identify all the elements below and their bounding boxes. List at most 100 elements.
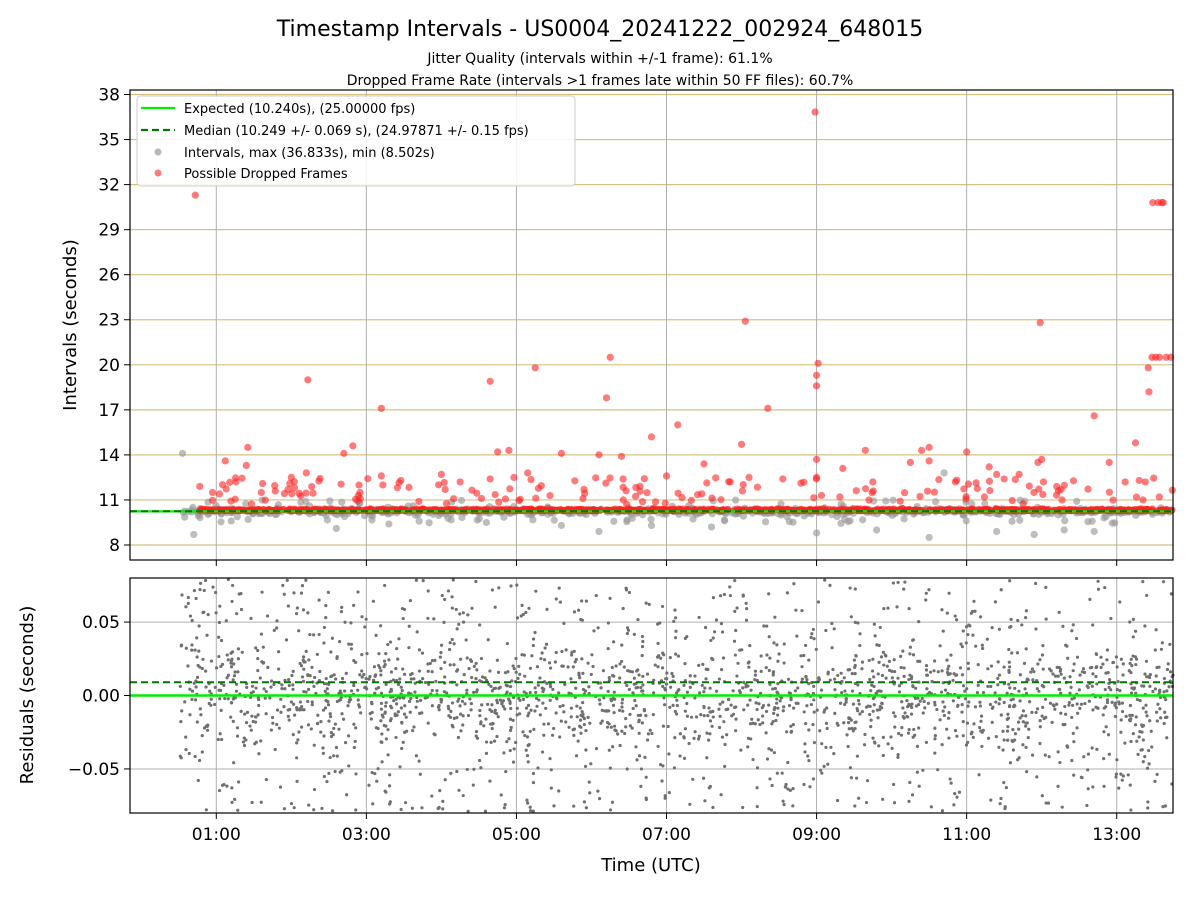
residual-point: [218, 604, 222, 608]
residual-point: [663, 703, 667, 707]
residual-point: [1099, 655, 1103, 659]
residual-point: [328, 712, 332, 716]
residual-point: [484, 717, 488, 721]
residual-point: [862, 743, 867, 747]
residual-point: [720, 735, 725, 739]
residual-point: [496, 670, 501, 674]
residual-point: [414, 705, 418, 709]
residual-point: [734, 628, 738, 633]
residual-point: [1070, 715, 1074, 720]
residual-point: [729, 703, 733, 707]
residual-point: [233, 670, 237, 674]
residual-point: [878, 625, 882, 630]
residual-point: [793, 689, 797, 693]
residual-point: [621, 606, 625, 611]
residual-point: [1129, 717, 1133, 721]
residual-point: [1083, 701, 1087, 706]
dropped-frame-point: [839, 464, 847, 473]
residual-point: [307, 658, 311, 662]
residual-point: [455, 716, 459, 720]
dropped-frame-point: [662, 472, 671, 480]
residual-point: [791, 723, 795, 727]
residual-point: [740, 648, 744, 652]
residual-point: [1154, 628, 1158, 632]
residual-point: [521, 730, 525, 734]
interval-point: [297, 498, 305, 506]
residual-point: [399, 706, 403, 710]
residual-point: [860, 710, 864, 714]
residual-point: [293, 713, 297, 717]
residual-point: [753, 673, 758, 677]
residual-point: [437, 703, 441, 708]
residual-point: [540, 651, 544, 655]
residual-point: [636, 668, 640, 672]
residual-point: [426, 721, 430, 725]
residual-point: [882, 606, 886, 611]
residual-point: [332, 673, 336, 677]
dropped-frame-point: [442, 499, 450, 508]
residual-point: [490, 709, 494, 713]
residual-point: [941, 629, 945, 633]
residual-point: [383, 789, 387, 793]
residual-point: [773, 686, 777, 691]
residual-point: [518, 712, 522, 716]
residual-point: [741, 593, 745, 597]
residual-point: [973, 609, 977, 613]
residual-point: [726, 707, 730, 711]
residual-point: [951, 678, 955, 683]
residual-point: [1134, 657, 1139, 661]
x-axis-label: Time (UTC): [600, 855, 701, 876]
residual-point: [826, 762, 830, 766]
residual-point: [949, 781, 953, 785]
dropped-frame-point: [364, 475, 372, 483]
residual-point: [688, 674, 692, 678]
residual-point: [1059, 672, 1063, 676]
interval-point: [647, 521, 656, 530]
residual-point: [271, 721, 275, 725]
residual-point: [717, 725, 722, 730]
residual-point: [930, 679, 934, 684]
residual-point: [511, 664, 515, 668]
dropped-frame-point: [553, 506, 561, 514]
residual-point: [245, 685, 249, 689]
interval-point: [889, 496, 897, 504]
dropped-frame-point: [486, 377, 494, 385]
residual-point: [963, 697, 968, 701]
residual-point: [552, 804, 556, 808]
residual-point: [1041, 644, 1045, 648]
residual-point: [190, 697, 194, 702]
residual-point: [947, 591, 951, 595]
residual-point: [592, 629, 596, 633]
residual-point: [835, 798, 840, 803]
residual-point: [851, 702, 855, 706]
residual-point: [674, 629, 678, 633]
residual-point: [399, 807, 403, 812]
residual-point: [407, 624, 411, 628]
residual-point: [1024, 609, 1029, 613]
residual-point: [1115, 758, 1119, 762]
residual-point: [195, 675, 200, 680]
residual-point: [1121, 774, 1125, 778]
residual-point: [640, 721, 644, 725]
residual-point: [942, 713, 946, 718]
residual-point: [804, 674, 808, 679]
residual-point: [960, 710, 964, 714]
residual-point: [560, 649, 564, 654]
residual-point: [1094, 705, 1098, 709]
residual-point: [333, 722, 337, 726]
residual-point: [1162, 690, 1166, 694]
dropped-frame-point: [1144, 364, 1152, 372]
residual-point: [1159, 647, 1163, 651]
residual-point: [220, 737, 224, 742]
residual-point: [186, 595, 190, 600]
residual-point: [807, 728, 811, 732]
residual-point: [996, 676, 1000, 680]
residual-point: [1051, 672, 1055, 676]
residual-point: [564, 648, 568, 652]
residual-point: [767, 747, 771, 751]
residual-point: [966, 661, 970, 665]
residual-point: [611, 745, 615, 749]
residual-point: [383, 704, 388, 708]
residual-point: [549, 786, 553, 790]
residual-point: [620, 643, 624, 647]
